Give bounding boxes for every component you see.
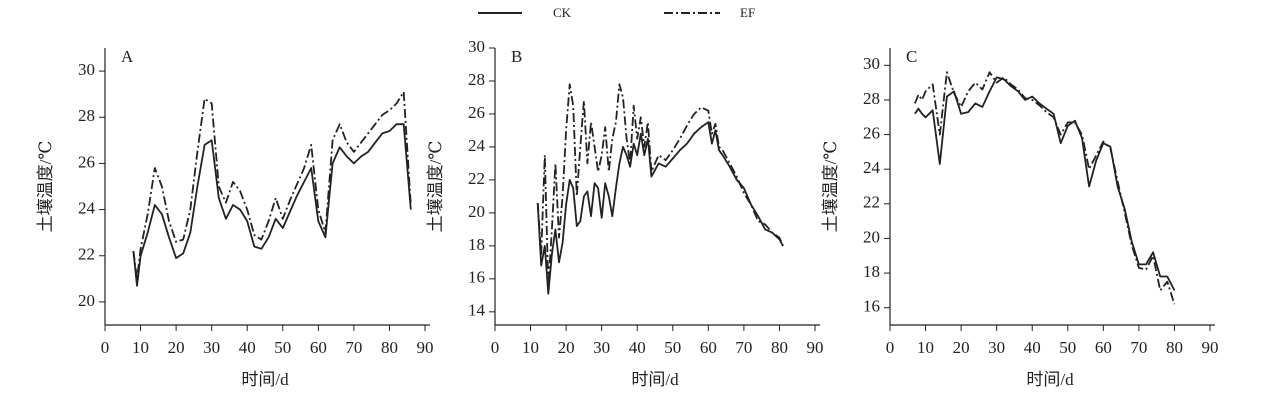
- y-tick-label: 24: [863, 158, 881, 177]
- x-tick-label: 10: [522, 338, 539, 357]
- x-tick-label: 90: [417, 338, 434, 357]
- y-tick-label: 16: [863, 297, 880, 316]
- panel-label: B: [511, 47, 522, 66]
- x-tick-label: 50: [1059, 338, 1076, 357]
- y-axis-label: 土壤温度/℃: [820, 141, 840, 233]
- x-tick-label: 70: [345, 338, 362, 357]
- x-tick-label: 80: [1166, 338, 1183, 357]
- legend-label: EF: [740, 5, 755, 20]
- y-tick-label: 30: [863, 54, 880, 73]
- x-tick-label: 60: [310, 338, 327, 357]
- series-line: [132, 91, 412, 280]
- x-tick-label: 80: [381, 338, 398, 357]
- x-tick-label: 40: [629, 338, 646, 357]
- x-tick-label: 40: [239, 338, 256, 357]
- y-tick-label: 16: [468, 268, 485, 287]
- y-tick-label: 18: [863, 262, 880, 281]
- x-tick-label: 20: [168, 338, 185, 357]
- y-tick-label: 26: [468, 103, 485, 122]
- y-tick-label: 24: [78, 198, 96, 217]
- x-tick-label: 60: [1095, 338, 1112, 357]
- series-line: [536, 121, 784, 295]
- y-tick-label: 20: [78, 291, 95, 310]
- x-tick-label: 0: [491, 338, 500, 357]
- y-tick-label: 28: [78, 106, 95, 125]
- y-tick-label: 22: [468, 169, 485, 188]
- x-tick-label: 10: [917, 338, 934, 357]
- panel-label: C: [906, 47, 917, 66]
- series-line: [914, 76, 1176, 291]
- y-tick-label: 18: [468, 235, 485, 254]
- y-tick-label: 28: [468, 70, 485, 89]
- y-axis-label: 土壤温度/℃: [425, 141, 445, 233]
- x-tick-label: 50: [274, 338, 291, 357]
- x-tick-label: 70: [1130, 338, 1147, 357]
- x-tick-label: 10: [132, 338, 149, 357]
- series-line: [132, 123, 412, 287]
- x-tick-label: 0: [886, 338, 895, 357]
- x-tick-label: 0: [101, 338, 110, 357]
- x-tick-label: 20: [953, 338, 970, 357]
- panel-label: A: [121, 47, 134, 66]
- y-tick-label: 28: [863, 89, 880, 108]
- x-axis-label: 时间/d: [631, 370, 679, 389]
- x-axis-label: 时间/d: [1026, 370, 1074, 389]
- x-tick-label: 30: [988, 338, 1005, 357]
- y-tick-label: 26: [78, 152, 95, 171]
- x-tick-label: 80: [771, 338, 788, 357]
- y-tick-label: 30: [78, 60, 95, 79]
- x-axis-label: 时间/d: [241, 370, 289, 389]
- y-tick-label: 26: [863, 123, 880, 142]
- x-tick-label: 30: [593, 338, 610, 357]
- y-axis-label: 土壤温度/℃: [35, 141, 55, 233]
- y-tick-label: 22: [78, 245, 95, 264]
- x-tick-label: 90: [807, 338, 824, 357]
- x-tick-label: 90: [1202, 338, 1219, 357]
- x-tick-label: 70: [735, 338, 752, 357]
- x-tick-label: 40: [1024, 338, 1041, 357]
- series-line: [536, 83, 784, 288]
- y-tick-label: 20: [468, 202, 485, 221]
- y-tick-label: 30: [468, 37, 485, 56]
- y-tick-label: 22: [863, 193, 880, 212]
- legend-label: CK: [553, 5, 572, 20]
- y-tick-label: 20: [863, 227, 880, 246]
- x-tick-label: 60: [700, 338, 717, 357]
- series-line: [914, 71, 1176, 305]
- y-tick-label: 14: [468, 301, 486, 320]
- x-tick-label: 30: [203, 338, 220, 357]
- x-tick-label: 50: [664, 338, 681, 357]
- y-tick-label: 24: [468, 136, 486, 155]
- x-tick-label: 20: [558, 338, 575, 357]
